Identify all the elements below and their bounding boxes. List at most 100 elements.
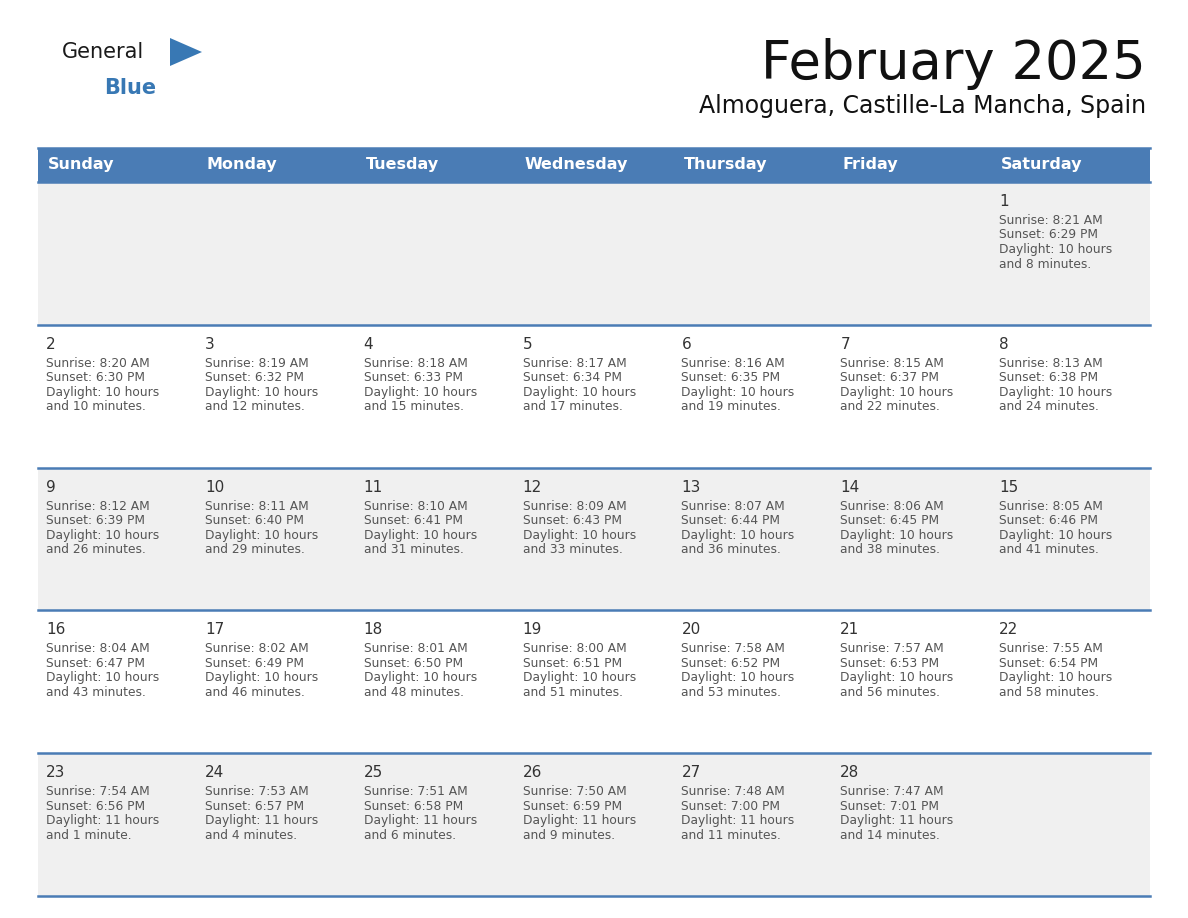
Text: 26: 26 — [523, 766, 542, 780]
Text: Sunrise: 8:09 AM: Sunrise: 8:09 AM — [523, 499, 626, 512]
Text: 5: 5 — [523, 337, 532, 352]
Text: Daylight: 10 hours: Daylight: 10 hours — [682, 529, 795, 542]
Text: and 9 minutes.: and 9 minutes. — [523, 829, 614, 842]
Text: Sunset: 6:56 PM: Sunset: 6:56 PM — [46, 800, 145, 812]
Text: Sunset: 7:00 PM: Sunset: 7:00 PM — [682, 800, 781, 812]
Text: Daylight: 10 hours: Daylight: 10 hours — [523, 386, 636, 398]
Text: Sunset: 6:43 PM: Sunset: 6:43 PM — [523, 514, 621, 527]
Text: Sunrise: 8:15 AM: Sunrise: 8:15 AM — [840, 357, 944, 370]
Text: Sunset: 6:37 PM: Sunset: 6:37 PM — [840, 371, 940, 385]
Text: Daylight: 10 hours: Daylight: 10 hours — [523, 529, 636, 542]
Text: Sunrise: 8:11 AM: Sunrise: 8:11 AM — [204, 499, 309, 512]
Bar — [38, 610, 1150, 753]
Text: 18: 18 — [364, 622, 383, 637]
Text: Daylight: 11 hours: Daylight: 11 hours — [46, 814, 159, 827]
Text: and 31 minutes.: and 31 minutes. — [364, 543, 463, 556]
Text: 22: 22 — [999, 622, 1018, 637]
Text: Sunset: 6:57 PM: Sunset: 6:57 PM — [204, 800, 304, 812]
Text: 15: 15 — [999, 479, 1018, 495]
Text: Daylight: 10 hours: Daylight: 10 hours — [682, 386, 795, 398]
Text: 16: 16 — [46, 622, 65, 637]
Polygon shape — [170, 38, 202, 66]
Text: 2: 2 — [46, 337, 56, 352]
Text: Daylight: 10 hours: Daylight: 10 hours — [46, 671, 159, 685]
Bar — [38, 182, 1150, 325]
Text: Sunset: 6:29 PM: Sunset: 6:29 PM — [999, 229, 1098, 241]
Text: and 24 minutes.: and 24 minutes. — [999, 400, 1099, 413]
Text: and 33 minutes.: and 33 minutes. — [523, 543, 623, 556]
Text: and 17 minutes.: and 17 minutes. — [523, 400, 623, 413]
Text: Daylight: 11 hours: Daylight: 11 hours — [523, 814, 636, 827]
Text: 4: 4 — [364, 337, 373, 352]
Text: Sunset: 7:01 PM: Sunset: 7:01 PM — [840, 800, 940, 812]
Text: Saturday: Saturday — [1001, 158, 1082, 173]
Text: 1: 1 — [999, 194, 1009, 209]
Text: and 43 minutes.: and 43 minutes. — [46, 686, 146, 699]
Text: Sunrise: 8:18 AM: Sunrise: 8:18 AM — [364, 357, 468, 370]
Text: and 8 minutes.: and 8 minutes. — [999, 258, 1092, 271]
Text: Monday: Monday — [207, 158, 278, 173]
Text: Sunset: 6:50 PM: Sunset: 6:50 PM — [364, 657, 463, 670]
Text: 27: 27 — [682, 766, 701, 780]
Text: Almoguera, Castille-La Mancha, Spain: Almoguera, Castille-La Mancha, Spain — [699, 94, 1146, 118]
Text: Daylight: 10 hours: Daylight: 10 hours — [364, 386, 476, 398]
Text: Sunset: 6:52 PM: Sunset: 6:52 PM — [682, 657, 781, 670]
Text: Daylight: 10 hours: Daylight: 10 hours — [523, 671, 636, 685]
Text: 25: 25 — [364, 766, 383, 780]
Text: Sunrise: 8:01 AM: Sunrise: 8:01 AM — [364, 643, 467, 655]
Text: Sunset: 6:58 PM: Sunset: 6:58 PM — [364, 800, 463, 812]
Text: Daylight: 10 hours: Daylight: 10 hours — [204, 529, 318, 542]
Text: and 10 minutes.: and 10 minutes. — [46, 400, 146, 413]
Text: Sunset: 6:46 PM: Sunset: 6:46 PM — [999, 514, 1098, 527]
Text: and 53 minutes.: and 53 minutes. — [682, 686, 782, 699]
Text: Sunset: 6:59 PM: Sunset: 6:59 PM — [523, 800, 621, 812]
Text: and 1 minute.: and 1 minute. — [46, 829, 132, 842]
Text: Daylight: 10 hours: Daylight: 10 hours — [204, 386, 318, 398]
Text: 14: 14 — [840, 479, 860, 495]
Text: Daylight: 10 hours: Daylight: 10 hours — [999, 386, 1112, 398]
Text: 7: 7 — [840, 337, 849, 352]
Text: Daylight: 10 hours: Daylight: 10 hours — [46, 529, 159, 542]
Text: and 19 minutes.: and 19 minutes. — [682, 400, 782, 413]
Text: Sunset: 6:53 PM: Sunset: 6:53 PM — [840, 657, 940, 670]
Text: Sunrise: 7:58 AM: Sunrise: 7:58 AM — [682, 643, 785, 655]
Text: 28: 28 — [840, 766, 860, 780]
Text: Sunset: 6:30 PM: Sunset: 6:30 PM — [46, 371, 145, 385]
Text: Sunset: 6:34 PM: Sunset: 6:34 PM — [523, 371, 621, 385]
Text: and 38 minutes.: and 38 minutes. — [840, 543, 940, 556]
Text: 6: 6 — [682, 337, 691, 352]
Text: February 2025: February 2025 — [762, 38, 1146, 90]
Text: Sunset: 6:51 PM: Sunset: 6:51 PM — [523, 657, 621, 670]
Text: 10: 10 — [204, 479, 225, 495]
Text: Thursday: Thursday — [683, 158, 767, 173]
Text: Sunset: 6:54 PM: Sunset: 6:54 PM — [999, 657, 1098, 670]
Text: Sunrise: 7:51 AM: Sunrise: 7:51 AM — [364, 785, 467, 798]
Text: Daylight: 10 hours: Daylight: 10 hours — [364, 671, 476, 685]
Text: Sunset: 6:32 PM: Sunset: 6:32 PM — [204, 371, 304, 385]
Text: Sunset: 6:49 PM: Sunset: 6:49 PM — [204, 657, 304, 670]
Text: and 15 minutes.: and 15 minutes. — [364, 400, 463, 413]
Text: Daylight: 10 hours: Daylight: 10 hours — [364, 529, 476, 542]
Text: and 29 minutes.: and 29 minutes. — [204, 543, 305, 556]
Text: Daylight: 11 hours: Daylight: 11 hours — [204, 814, 318, 827]
Text: Daylight: 10 hours: Daylight: 10 hours — [46, 386, 159, 398]
Bar — [38, 325, 1150, 467]
Text: Sunrise: 7:57 AM: Sunrise: 7:57 AM — [840, 643, 944, 655]
Text: Sunset: 6:39 PM: Sunset: 6:39 PM — [46, 514, 145, 527]
Text: Friday: Friday — [842, 158, 898, 173]
Text: General: General — [62, 42, 144, 62]
Text: and 6 minutes.: and 6 minutes. — [364, 829, 456, 842]
Bar — [38, 753, 1150, 896]
Text: Sunrise: 8:04 AM: Sunrise: 8:04 AM — [46, 643, 150, 655]
Text: and 26 minutes.: and 26 minutes. — [46, 543, 146, 556]
Text: Daylight: 10 hours: Daylight: 10 hours — [840, 671, 954, 685]
Text: Sunrise: 8:13 AM: Sunrise: 8:13 AM — [999, 357, 1102, 370]
Text: 8: 8 — [999, 337, 1009, 352]
Text: and 12 minutes.: and 12 minutes. — [204, 400, 305, 413]
Text: Sunrise: 7:48 AM: Sunrise: 7:48 AM — [682, 785, 785, 798]
Text: Sunrise: 7:55 AM: Sunrise: 7:55 AM — [999, 643, 1102, 655]
Text: 9: 9 — [46, 479, 56, 495]
Text: Sunrise: 7:47 AM: Sunrise: 7:47 AM — [840, 785, 944, 798]
Bar — [38, 148, 1150, 182]
Text: Daylight: 10 hours: Daylight: 10 hours — [999, 243, 1112, 256]
